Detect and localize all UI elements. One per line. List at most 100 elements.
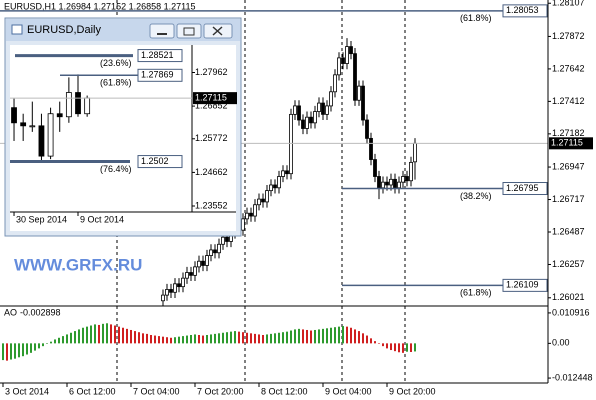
last-price-box — [549, 137, 593, 150]
x-tick-label: 6 Oct 12:00 — [69, 386, 116, 396]
ao-bar — [346, 326, 348, 344]
y-tick-label: 1.26257 — [552, 259, 585, 269]
ao-bar — [154, 335, 156, 344]
ao-bar — [258, 334, 260, 344]
ao-bar — [410, 343, 412, 352]
ao-bar — [334, 327, 336, 344]
ao-bar — [298, 328, 300, 344]
ao-bar — [14, 343, 16, 359]
price-box — [502, 278, 548, 292]
ao-bar — [398, 343, 400, 353]
candle-body — [261, 198, 265, 203]
candle-body — [401, 176, 405, 183]
ao-bar — [130, 329, 132, 344]
candle-body — [185, 272, 189, 279]
ao-bar — [126, 328, 128, 344]
ao-bar — [182, 336, 184, 344]
last-price-label: 1.27115 — [195, 93, 227, 103]
y-tick-label: 1.23552 — [195, 200, 228, 210]
x-tick-label: 9 Oct 04:00 — [325, 386, 372, 396]
watermark: WWW.GRFX.RU — [14, 255, 142, 274]
ao-bar — [222, 332, 224, 344]
candle-body — [385, 181, 389, 186]
candle-body — [341, 57, 345, 64]
last-price-label: 1.27115 — [551, 138, 583, 148]
fib-label: (23.6%) — [100, 58, 132, 68]
candle-body — [84, 97, 91, 115]
ao-bar — [74, 331, 76, 344]
chart-title: EURUSD,H1 1.26984 1.27152 1.26858 1.2711… — [4, 1, 195, 11]
ao-bar — [302, 329, 304, 344]
candle-body — [213, 249, 217, 254]
price-box-label: 1.27869 — [141, 70, 174, 80]
candle-body — [169, 289, 173, 293]
candle-body — [245, 212, 249, 220]
ao-bar — [218, 333, 220, 344]
candle-body — [293, 105, 297, 115]
ao-bar — [114, 325, 116, 344]
ao-bar — [274, 333, 276, 344]
ao-bar — [262, 334, 264, 344]
price-box — [502, 182, 548, 196]
candle-body — [265, 190, 269, 203]
price-box-label: 1.26795 — [506, 183, 539, 193]
ao-bar — [242, 332, 244, 344]
ao-bar — [198, 334, 200, 344]
ao-bar — [378, 343, 380, 344]
ao-bar — [90, 325, 92, 344]
ao-bar — [106, 323, 108, 344]
ao-bar — [10, 343, 12, 360]
ao-bar — [290, 330, 292, 344]
x-tick-label: 7 Oct 04:00 — [133, 386, 180, 396]
ao-bar — [306, 329, 308, 344]
ao-bar — [38, 343, 40, 349]
ao-bar — [342, 326, 344, 344]
candle-body — [337, 57, 341, 76]
window-icon — [11, 24, 23, 35]
ao-bar — [50, 341, 52, 344]
candle-body — [189, 272, 193, 276]
candle-body — [273, 184, 277, 189]
candle-body — [281, 170, 285, 177]
fib-label: (61.8%) — [100, 78, 132, 88]
candle-body — [197, 260, 201, 268]
candle-body — [361, 85, 365, 121]
ao-bar — [354, 329, 356, 344]
ao-bar — [226, 332, 228, 344]
ao-bar — [282, 332, 284, 344]
candle-body — [413, 142, 417, 163]
ao-bar — [82, 327, 84, 344]
ao-bar — [2, 343, 4, 361]
minimize-button[interactable] — [149, 23, 175, 39]
y-tick-label: -0.012448 — [552, 372, 593, 382]
candle-body — [297, 105, 301, 121]
candle-body — [389, 178, 393, 186]
candle-body — [29, 125, 36, 128]
ao-bar — [206, 334, 208, 344]
ao-bar — [362, 333, 364, 344]
candle-body — [313, 111, 317, 124]
ao-bar — [194, 334, 196, 344]
window-title: EURUSD,Daily — [27, 24, 101, 36]
candle-body — [369, 137, 373, 160]
price-box — [137, 155, 183, 169]
ao-bar — [250, 333, 252, 344]
ao-bar — [54, 339, 56, 344]
ao-bar — [186, 335, 188, 344]
ao-bar — [210, 334, 212, 344]
ao-bar — [234, 331, 236, 344]
ao-bar — [158, 336, 160, 344]
candle-body — [269, 184, 273, 192]
maximize-button[interactable] — [176, 23, 202, 39]
candle-body — [349, 46, 353, 55]
ao-bar — [286, 331, 288, 344]
candle-body — [305, 116, 309, 129]
candle-body — [20, 122, 27, 127]
price-box — [502, 4, 548, 18]
candle-body — [317, 102, 321, 112]
ao-bar — [238, 331, 240, 344]
candle-body — [241, 218, 245, 231]
candle-body — [217, 243, 221, 254]
ao-bar — [18, 343, 20, 358]
